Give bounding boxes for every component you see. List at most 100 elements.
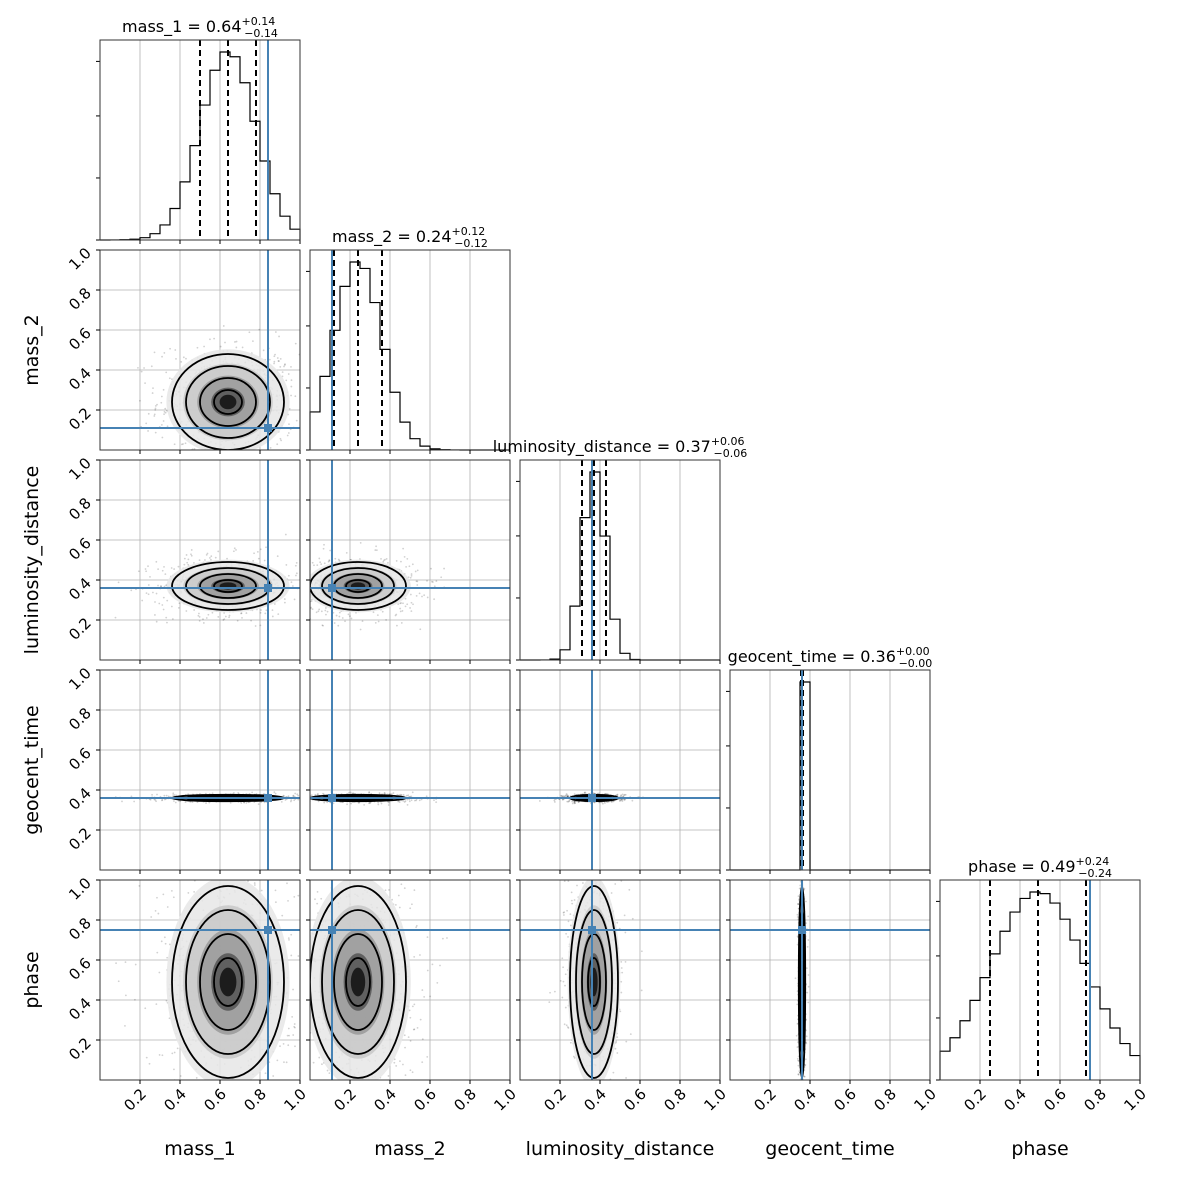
sample-point <box>238 1105 240 1107</box>
sample-point <box>301 590 303 592</box>
sample-point <box>274 901 277 904</box>
sample-point <box>198 1124 200 1126</box>
sample-point <box>147 430 149 432</box>
sample-point <box>303 795 305 797</box>
sample-point <box>217 550 220 553</box>
sample-point <box>240 612 243 615</box>
sample-point <box>404 597 407 600</box>
y-axis-label-geocent_time: geocent_time <box>21 705 43 834</box>
panel-luminosity_distance-vs-geocent_time <box>516 669 721 874</box>
sample-point <box>565 792 568 795</box>
sample-point <box>573 801 576 803</box>
sample-point <box>350 802 352 805</box>
sample-point <box>173 527 175 529</box>
sample-point <box>187 892 190 894</box>
sample-point <box>416 584 419 586</box>
sample-point <box>309 1131 311 1133</box>
sample-point <box>130 795 133 798</box>
sample-point <box>383 792 386 795</box>
sample-point <box>204 451 206 453</box>
sample-point <box>358 801 361 804</box>
sample-point <box>301 580 303 582</box>
sample-point <box>124 1024 126 1027</box>
panel-mass_1-vs-phase: 0.2 0.4 0.6 0.8 1.0mass_10.20.40.60.81.0phas… <box>21 874 311 1161</box>
panel-frame <box>99 459 301 661</box>
sample-point <box>207 613 210 616</box>
sample-point <box>278 360 280 362</box>
sample-point <box>161 355 163 358</box>
sample-point <box>253 552 255 555</box>
sample-point <box>301 794 303 796</box>
sample-point <box>584 791 587 794</box>
hist-panel-luminosity_distance: luminosity_distance = 0.37+0.06 −0.06 <box>493 435 747 664</box>
sample-point <box>326 610 329 613</box>
sample-point <box>616 793 619 796</box>
sample-point <box>157 584 159 587</box>
sample-point <box>160 585 163 588</box>
truth-marker <box>588 794 596 802</box>
sample-point <box>138 885 141 887</box>
sample-point <box>303 342 305 344</box>
sample-point <box>173 443 176 446</box>
sample-point <box>283 1159 285 1161</box>
sample-point <box>306 793 308 795</box>
sample-point <box>573 801 576 804</box>
sample-point <box>314 793 317 796</box>
sample-point <box>400 560 402 563</box>
sample-point <box>583 792 586 795</box>
sample-point <box>624 793 627 796</box>
sample-point <box>253 453 255 455</box>
sample-point <box>183 563 186 566</box>
sample-point <box>286 802 288 804</box>
sample-point <box>352 792 354 795</box>
sample-point <box>402 547 405 550</box>
sample-point <box>235 467 237 469</box>
sample-point <box>282 1043 285 1045</box>
sample-point <box>345 552 348 554</box>
sample-point <box>150 365 153 368</box>
contour-line <box>321 567 395 605</box>
y-tick-label: 0.6 <box>65 324 95 354</box>
sample-point <box>418 799 421 802</box>
panel-frame <box>99 669 301 871</box>
sample-point <box>328 559 331 562</box>
sample-point <box>185 610 188 612</box>
sample-point <box>180 1084 182 1086</box>
sample-point <box>137 570 140 573</box>
sample-point <box>223 618 226 620</box>
sample-point <box>443 567 445 570</box>
sample-point <box>273 362 275 365</box>
sample-point <box>610 800 613 803</box>
sample-point <box>156 896 158 899</box>
sample-point <box>287 795 290 798</box>
sample-point <box>306 585 308 587</box>
sample-point <box>383 792 386 794</box>
sample-point <box>318 557 321 560</box>
sample-point <box>435 801 438 804</box>
sample-point <box>272 1091 274 1093</box>
sample-point <box>278 335 280 338</box>
sample-point <box>262 349 265 352</box>
sample-point <box>277 613 280 616</box>
sample-point <box>166 599 169 602</box>
sample-point <box>376 614 379 617</box>
contour-line <box>171 353 285 450</box>
sample-point <box>141 599 144 602</box>
sample-point <box>292 795 295 798</box>
sample-point <box>256 551 259 553</box>
sample-point <box>406 803 409 806</box>
sample-point <box>273 791 276 794</box>
contour-line <box>185 365 271 439</box>
sample-point <box>210 555 213 558</box>
sample-point <box>290 933 293 936</box>
sample-point <box>553 799 556 802</box>
sample-point <box>300 400 302 402</box>
sample-point <box>301 602 303 604</box>
sample-point <box>254 453 256 455</box>
sample-point <box>153 351 156 354</box>
sample-point <box>140 370 143 373</box>
sample-point <box>410 799 413 802</box>
sample-point <box>235 1087 237 1089</box>
sample-point <box>144 382 146 385</box>
